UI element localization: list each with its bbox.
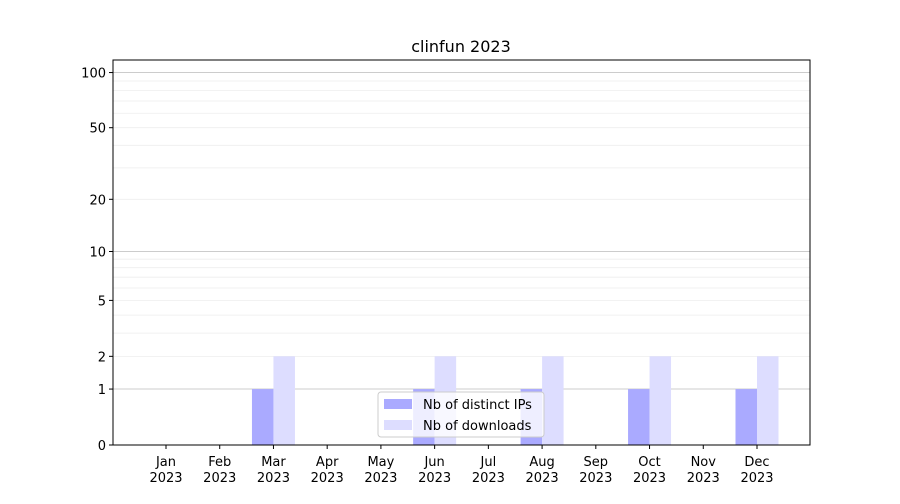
x-tick-year: 2023 xyxy=(149,471,182,486)
x-tick-month: Jan xyxy=(155,455,176,470)
bar-distinct-ips xyxy=(735,389,757,445)
x-tick-year: 2023 xyxy=(740,471,773,486)
y-tick-label: 5 xyxy=(98,294,106,309)
x-tick-year: 2023 xyxy=(526,471,559,486)
legend-swatch-ips xyxy=(384,399,412,409)
x-tick-year: 2023 xyxy=(364,471,397,486)
bar-downloads xyxy=(757,356,779,445)
y-tick-label: 100 xyxy=(81,67,106,82)
x-tick-year: 2023 xyxy=(311,471,344,486)
y-tick-label: 20 xyxy=(89,193,106,208)
y-tick-label: 1 xyxy=(98,383,106,398)
bar-distinct-ips xyxy=(251,389,274,445)
x-tick-year: 2023 xyxy=(257,471,290,486)
x-tick-year: 2023 xyxy=(687,471,720,486)
legend: Nb of distinct IPs Nb of downloads xyxy=(377,391,545,438)
x-tick-month: Nov xyxy=(691,455,717,470)
y-tick-label: 10 xyxy=(89,245,106,260)
x-tick-month: Feb xyxy=(208,455,231,470)
x-tick-month: May xyxy=(367,455,394,470)
x-tick-year: 2023 xyxy=(579,471,612,486)
legend-swatch-downloads xyxy=(384,420,412,430)
y-tick-label: 2 xyxy=(98,350,106,365)
y-tick-label: 50 xyxy=(89,122,106,137)
x-tick-month: Apr xyxy=(316,455,339,470)
bar-downloads xyxy=(649,356,672,445)
x-tick-month: Jul xyxy=(480,455,497,470)
x-tick-month: Dec xyxy=(744,455,769,470)
bar-downloads xyxy=(273,356,295,445)
bar-downloads xyxy=(542,356,564,445)
x-tick-month: Jun xyxy=(423,455,444,470)
x-tick-month: Aug xyxy=(529,455,554,470)
bar-distinct-ips xyxy=(628,389,650,445)
plot-frame xyxy=(112,59,811,446)
x-tick-month: Mar xyxy=(261,455,286,470)
x-tick-year: 2023 xyxy=(472,471,505,486)
legend-label-ips: Nb of distinct IPs xyxy=(423,398,532,413)
x-tick-year: 2023 xyxy=(203,471,236,486)
chart-title: clinfun 2023 xyxy=(411,37,511,56)
legend-label-downloads: Nb of downloads xyxy=(423,419,532,434)
x-tick-month: Oct xyxy=(638,455,660,470)
x-tick-month: Sep xyxy=(584,455,609,470)
y-tick-label: 0 xyxy=(98,439,106,454)
x-tick-year: 2023 xyxy=(633,471,666,486)
x-tick-year: 2023 xyxy=(418,471,451,486)
